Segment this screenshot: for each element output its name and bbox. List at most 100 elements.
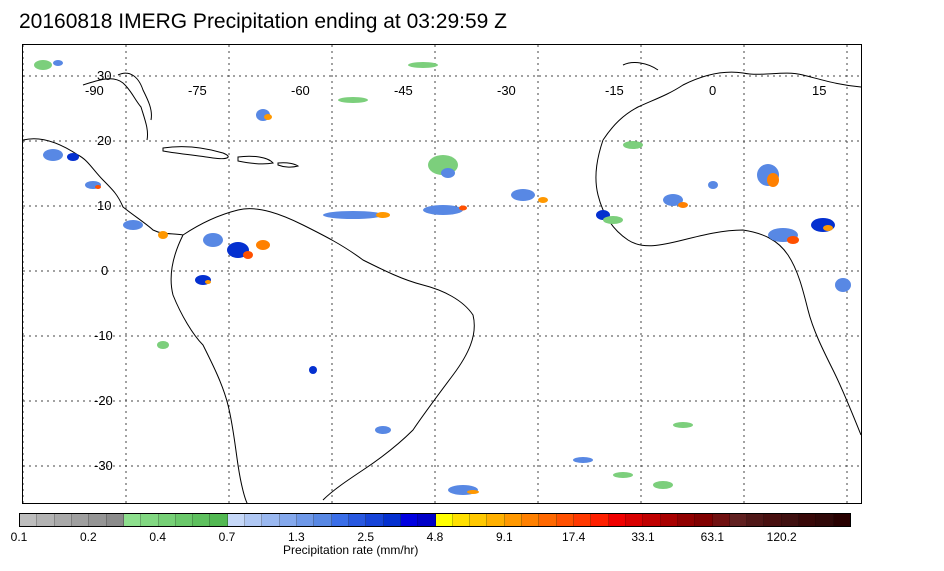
colorbar-swatch	[37, 514, 55, 526]
lat-label-7: -30	[94, 458, 113, 473]
colorbar-swatch	[262, 514, 280, 526]
colorbar-swatch	[71, 514, 90, 526]
colorbar-swatch	[193, 514, 211, 526]
colorbar-swatch	[833, 514, 850, 526]
colorbar-swatch	[452, 514, 471, 526]
precip-cell	[467, 490, 479, 494]
precip-cell	[663, 194, 683, 206]
colorbar-swatch	[400, 514, 419, 526]
precip-cell	[408, 62, 438, 68]
lon-label-5: -30	[497, 83, 516, 98]
colorbar-tick-label: 0.1	[10, 530, 28, 544]
precip-cell	[823, 225, 833, 231]
lat-label-3: 10	[97, 198, 112, 213]
precip-cell	[323, 211, 383, 219]
precip-cell	[623, 141, 643, 149]
coastlines	[23, 62, 861, 503]
precipitation-field	[34, 60, 851, 495]
colorbar-tick-label: 4.8	[426, 530, 444, 544]
colorbar-swatch	[297, 514, 315, 526]
colorbar-tick-label: 0.4	[149, 530, 166, 544]
precip-cell	[205, 280, 211, 284]
colorbar-tick-label: 0.2	[79, 530, 97, 544]
precip-cell	[375, 426, 391, 434]
precip-cell	[264, 114, 272, 120]
precip-cell	[67, 153, 79, 161]
colorbar-tick-label: 1.3	[287, 530, 305, 544]
precip-cell	[34, 60, 52, 70]
colorbar-swatch	[764, 514, 782, 526]
colorbar-tick-label: 2.5	[357, 530, 374, 544]
colorbar-swatch	[54, 514, 72, 526]
precip-cell	[708, 181, 718, 189]
colorbar-tick-label: 33.1	[631, 530, 655, 544]
precip-cell	[573, 457, 593, 463]
colorbar-swatch	[331, 514, 349, 526]
colorbar-swatch	[747, 514, 765, 526]
precip-cell	[511, 189, 535, 201]
precip-cell	[43, 149, 63, 161]
colorbar-tick-label: 120.2	[766, 530, 797, 544]
colorbar-swatch	[608, 514, 626, 526]
precip-cell	[835, 278, 851, 292]
precip-cell	[123, 220, 143, 230]
colorbar	[19, 513, 851, 527]
lat-label-1: 30	[97, 68, 112, 83]
graticule	[23, 45, 861, 503]
lat-label-5: -10	[94, 328, 113, 343]
colorbar-swatch	[435, 514, 453, 526]
precip-cell	[95, 185, 101, 189]
colorbar-swatch	[227, 514, 246, 526]
colorbar-swatch	[245, 514, 263, 526]
colorbar-swatch	[522, 514, 540, 526]
colorbar-swatch	[279, 514, 297, 526]
colorbar-swatch	[210, 514, 228, 526]
colorbar-tick-label: 9.1	[495, 530, 513, 544]
precip-cell	[678, 202, 688, 208]
colorbar-swatch	[158, 514, 176, 526]
precip-cell	[423, 205, 463, 215]
lon-label-7: 0	[709, 83, 717, 98]
precip-cell	[256, 240, 270, 250]
colorbar-swatch	[781, 514, 800, 526]
precip-cell	[441, 168, 455, 178]
precip-cell	[603, 216, 623, 224]
colorbar-swatch	[574, 514, 592, 526]
colorbar-swatch	[20, 514, 38, 526]
precip-cell	[459, 205, 467, 211]
precip-cell	[53, 60, 63, 66]
colorbar-tick-label: 0.7	[218, 530, 236, 544]
colorbar-swatch	[695, 514, 713, 526]
lon-label-2: -75	[188, 83, 207, 98]
precip-cell	[338, 97, 368, 103]
lat-label-6: -20	[94, 393, 113, 408]
colorbar-swatch	[366, 514, 384, 526]
lat-label-2: 20	[97, 133, 112, 148]
precip-cell	[158, 231, 168, 239]
map-canvas	[23, 45, 861, 503]
colorbar-swatch	[729, 514, 748, 526]
precip-cell	[157, 341, 169, 349]
colorbar-swatch	[314, 514, 332, 526]
map-title: 20160818 IMERG Precipitation ending at 0…	[19, 10, 507, 33]
colorbar-swatch	[141, 514, 159, 526]
precip-cell	[538, 197, 548, 203]
colorbar-swatch	[816, 514, 834, 526]
precip-cell	[376, 212, 390, 218]
precip-cell	[787, 236, 799, 244]
colorbar-swatch	[677, 514, 696, 526]
colorbar-swatch	[348, 514, 367, 526]
colorbar-swatch	[643, 514, 661, 526]
colorbar-swatch	[799, 514, 817, 526]
colorbar-label: Precipitation rate (mm/hr)	[283, 543, 419, 557]
colorbar-swatch	[660, 514, 678, 526]
lon-label-3: -60	[291, 83, 310, 98]
colorbar-tick-label: 17.4	[561, 530, 586, 544]
colorbar-swatch	[504, 514, 523, 526]
colorbar-swatch	[106, 514, 124, 526]
precip-cell	[613, 472, 633, 478]
precip-cell	[673, 422, 693, 428]
precip-cell	[309, 366, 317, 374]
colorbar-swatch	[712, 514, 730, 526]
lon-label-8: 15	[812, 83, 827, 98]
